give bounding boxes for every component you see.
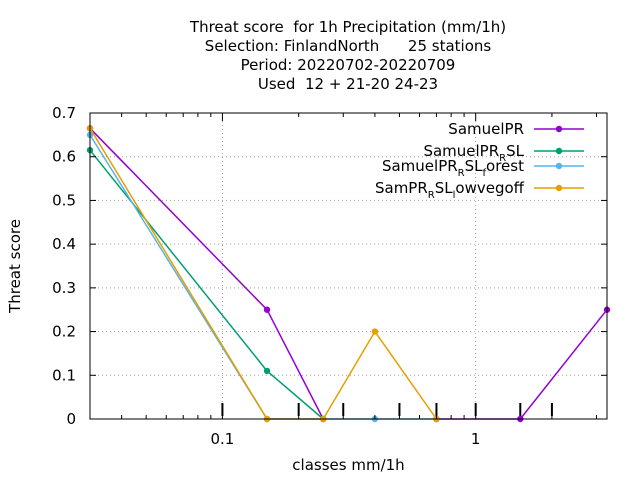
y-tick-label: 0.6 — [52, 148, 76, 166]
legend-text-part: SL — [435, 179, 454, 197]
legend-text-part: R — [458, 168, 465, 179]
x-tick-label: 0.1 — [210, 430, 234, 448]
legend-text-part: SL — [465, 157, 484, 175]
legend-swatch-point — [555, 162, 563, 170]
legend-label-1: SamuelPRRSL — [423, 142, 524, 164]
y-axis-ticks: 0 0.1 0.2 0.3 0.4 0.5 0.6 0.7 — [52, 104, 607, 428]
y-tick-label: 0.5 — [52, 191, 76, 209]
grid-lines — [90, 113, 607, 419]
y-tick-label: 0.2 — [52, 323, 76, 341]
legend-text-part: SamuelPR — [448, 120, 524, 138]
data-point — [263, 367, 271, 375]
title-line: Selection: FinlandNorth 25 stations — [205, 37, 492, 55]
series-line — [89, 134, 437, 420]
y-tick-label: 0.3 — [52, 279, 76, 297]
title-line: Used 12 + 21-20 24-23 — [258, 75, 438, 93]
legend-text-part: R — [428, 190, 435, 201]
x-axis-ticks: 0.1 1 — [89, 113, 598, 448]
legend-swatch-point — [555, 125, 563, 133]
y-tick-label: 0.7 — [52, 104, 76, 122]
legend-label-2: SamuelPRRSLforest — [382, 157, 524, 179]
title-line: Threat score for 1h Precipitation (mm/1h… — [189, 18, 506, 36]
x-tick-label: 1 — [471, 430, 481, 448]
y-axis-label: Threat score — [6, 219, 24, 314]
data-series — [86, 125, 611, 423]
class-threshold-marks — [221, 403, 553, 416]
legend-text-part: l — [453, 190, 456, 201]
legend-label-3: SamPRRSLlowvegoff — [375, 179, 525, 201]
series-2 — [86, 131, 440, 423]
y-tick-label: 0 — [66, 410, 76, 428]
legend-text-part: orest — [486, 157, 524, 175]
legend: SamuelPRSamuelPRRSLSamuelPRRSLforestSamP… — [375, 120, 584, 201]
legend-label-0: SamuelPR — [448, 120, 524, 138]
legend-text-part: f — [483, 168, 487, 179]
plot-frame — [89, 112, 608, 420]
legend-text-part: R — [499, 153, 506, 164]
legend-text-part: SamPR — [375, 179, 428, 197]
series-line — [436, 309, 608, 420]
y-tick-label: 0.1 — [52, 366, 76, 384]
legend-text-part: SamuelPR — [382, 157, 458, 175]
x-axis-label: classes mm/1h — [292, 456, 404, 474]
legend-text-part: SL — [506, 142, 525, 160]
legend-swatch-point — [555, 184, 563, 192]
data-point — [263, 306, 271, 313]
legend-text-part: owvegoff — [455, 179, 524, 197]
legend-text-part: SamuelPR — [423, 142, 499, 160]
legend-swatch-point — [555, 147, 563, 155]
title-line: Period: 20220702-20220709 — [241, 56, 456, 74]
chart-title: Threat score for 1h Precipitation (mm/1h… — [189, 18, 506, 93]
data-point — [371, 328, 379, 335]
y-tick-label: 0.4 — [52, 235, 76, 253]
